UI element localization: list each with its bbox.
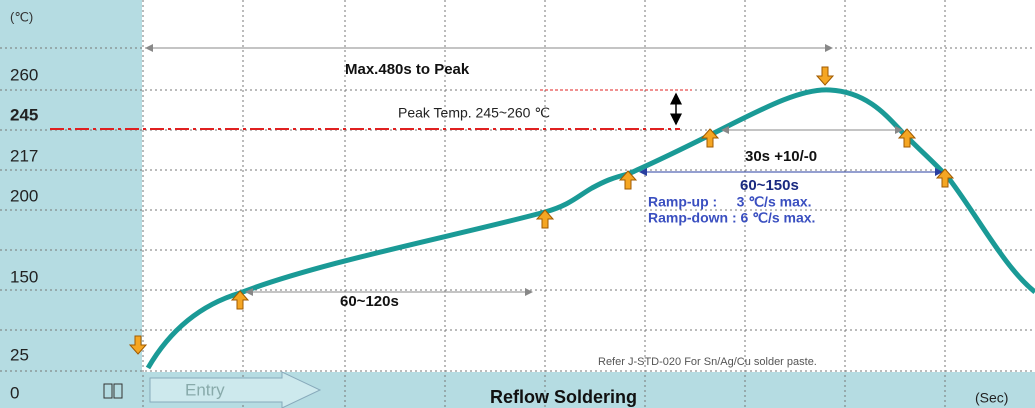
y-label: 217 [10,146,38,165]
annotation: 60~120s [340,293,399,310]
annotation: 60~150s [740,177,799,194]
annotation: Ramp-up : 3 ℃/s max. [648,194,812,210]
icon [113,383,123,399]
entry-arrow [149,371,322,408]
annotation: Ramp-down : 6 ℃/s max. [648,210,815,226]
x-unit: (Sec) [975,390,1008,406]
y-label: 200 [10,186,38,205]
y-label: 150 [10,267,38,286]
footer-title: Reflow Soldering [490,387,637,407]
annotation: Peak Temp. 245~260 ℃ [398,105,550,121]
axis-strip [0,0,142,408]
icon [103,383,113,399]
y-label: 25 [10,345,29,364]
y-unit: (℃) [10,9,33,24]
entry-label: Entry [185,380,225,399]
temperature-curve [145,87,1035,370]
annotation: 30s +10/-0 [745,148,817,165]
y-label: 245 [10,105,38,124]
annotation: Refer J-STD-020 For Sn/Ag/Cu solder past… [598,356,817,368]
y-label: 260 [10,65,38,84]
annotation: Max.480s to Peak [345,61,470,78]
y-label: 0 [10,383,19,402]
